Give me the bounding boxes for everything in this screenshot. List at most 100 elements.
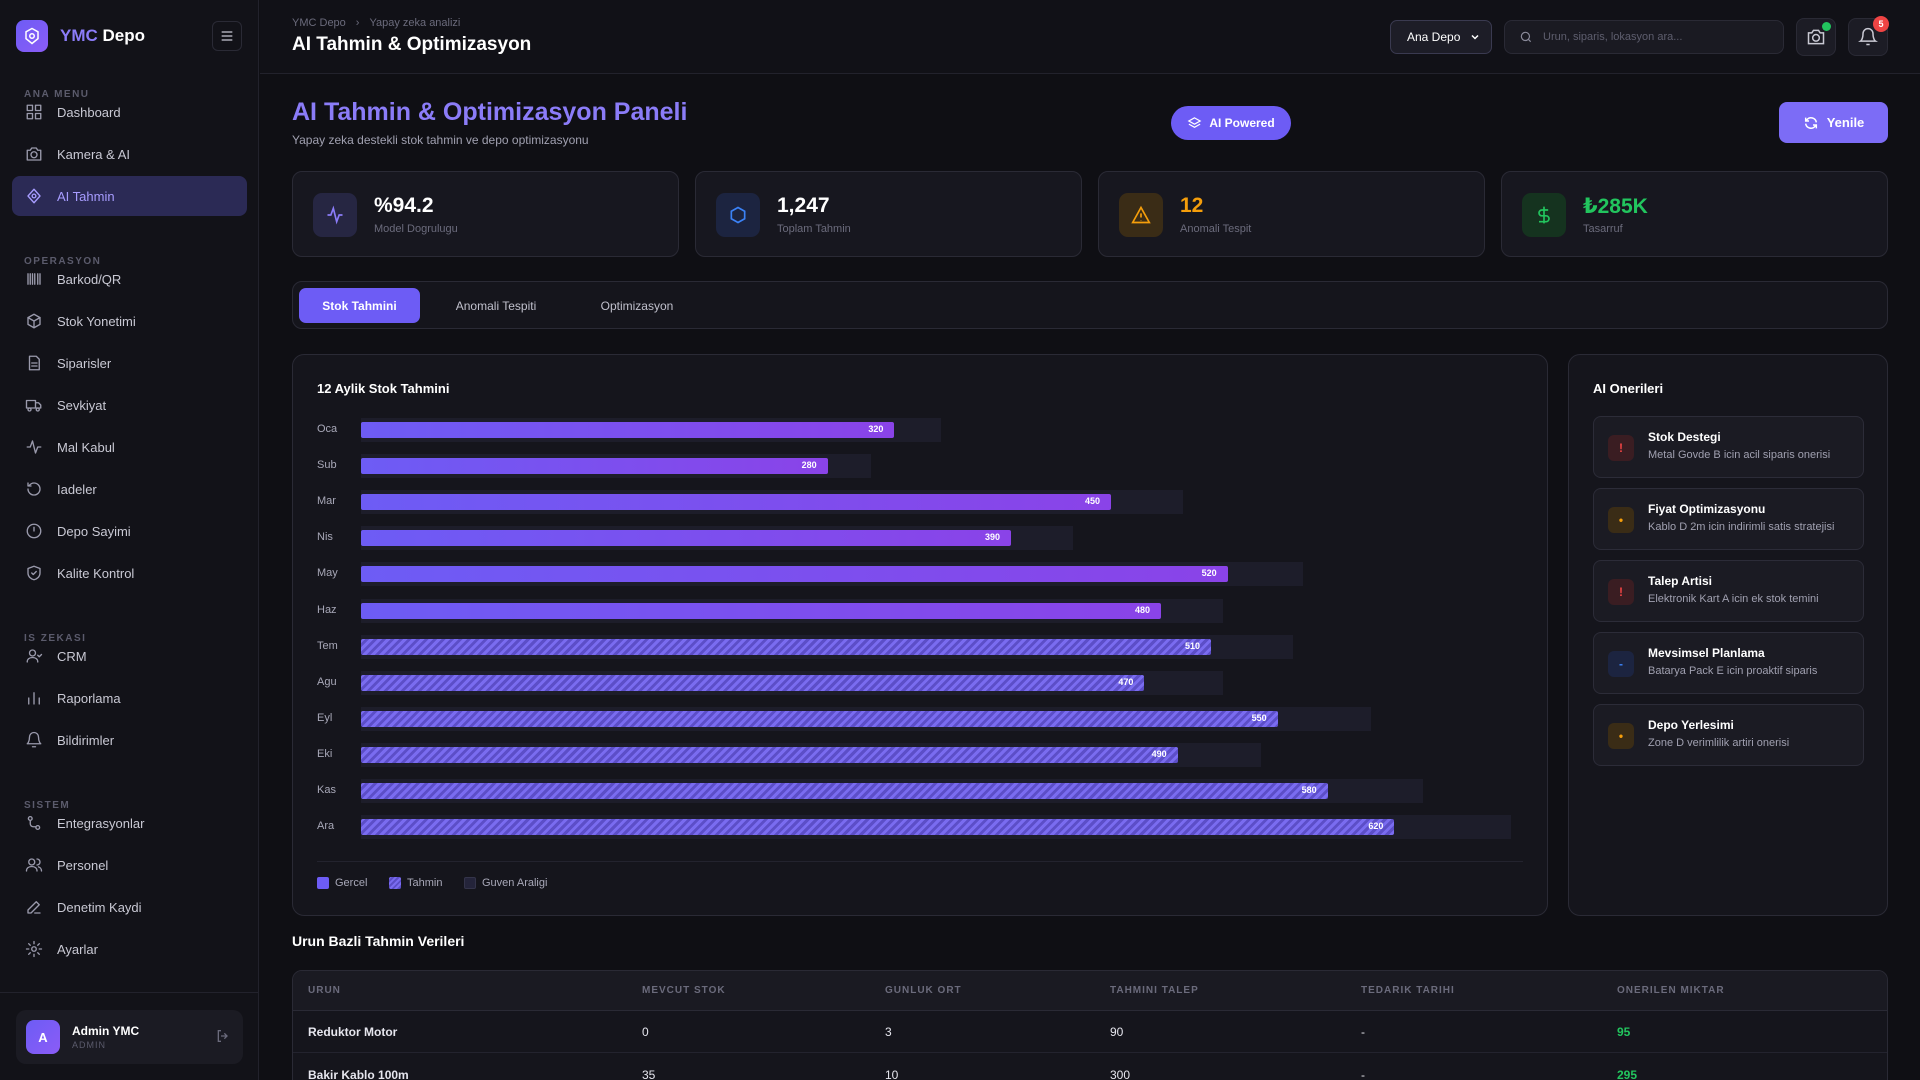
table-cell: Reduktor Motor bbox=[308, 1025, 398, 1039]
chart-bar-actual[interactable] bbox=[361, 602, 1161, 619]
stat-label: Anomali Tespit bbox=[1180, 223, 1252, 235]
chart-bar-forecast[interactable] bbox=[361, 674, 1145, 691]
chart-category-label: Ara bbox=[317, 820, 335, 833]
top-header: YMC Depo › Yapay zeka analizi AI Tahmin … bbox=[260, 0, 1920, 74]
logout-button[interactable] bbox=[215, 1028, 231, 1049]
chart-data-label: 550 bbox=[1251, 712, 1267, 723]
notifications-button[interactable]: 5 bbox=[1848, 16, 1889, 56]
chart-bar-forecast[interactable] bbox=[361, 710, 1278, 727]
legend-item-actual: Gercel bbox=[317, 877, 367, 889]
ai-powered-badge: AI Powered bbox=[1171, 106, 1291, 140]
chart-bar-actual[interactable] bbox=[361, 422, 895, 438]
chart-bar-forecast[interactable] bbox=[361, 638, 1211, 655]
chart-bar-forecast[interactable] bbox=[361, 783, 1328, 799]
legend-item-confidence: Guven Araligi bbox=[464, 877, 547, 889]
table-cell: 90 bbox=[1110, 1025, 1124, 1039]
breadcrumb-current: Yapay zeka analizi bbox=[369, 17, 461, 29]
table-row[interactable]: Bakir Kablo 100m 35 10 300 - 295 bbox=[293, 1054, 1887, 1080]
chart-category-label: Eyl bbox=[317, 711, 333, 724]
stat-value: 1,247 bbox=[777, 194, 830, 217]
sidebar-item-personel[interactable]: Personel bbox=[12, 845, 247, 885]
search-input[interactable] bbox=[1543, 31, 1773, 43]
camera-button[interactable] bbox=[1796, 18, 1836, 56]
recommendation-item[interactable]: • Depo Yerlesimi Zone D verimlilik artiri … bbox=[1593, 704, 1864, 766]
sidebar-item-label: Personel bbox=[57, 857, 109, 873]
recommendation-description: Zone D verimlilik artiri onerisi bbox=[1648, 737, 1790, 749]
sidebar-item-kamera-ai[interactable]: Kamera & AI bbox=[12, 134, 247, 174]
column-header[interactable]: ONERILEN MIKTAR bbox=[1617, 985, 1725, 996]
sidebar-item-crm[interactable]: CRM bbox=[12, 636, 247, 676]
stat-card-savings: ₺285K Tasarruf bbox=[1501, 171, 1888, 257]
sidebar-item-entegrasyonlar[interactable]: Entegrasyonlar bbox=[12, 803, 247, 843]
chart-bar-forecast[interactable] bbox=[361, 746, 1178, 763]
depot-select-value: Ana Depo bbox=[1407, 30, 1461, 44]
chart-bar-actual[interactable] bbox=[361, 530, 1011, 547]
layers-icon bbox=[1187, 116, 1202, 128]
sidebar-item-label: Denetim Kaydi bbox=[57, 899, 142, 915]
tab-stock-forecast[interactable]: Stok Tahmini bbox=[299, 288, 420, 323]
stat-card-accuracy: %94.2 Model Dogrulugu bbox=[292, 171, 679, 257]
hero-subtitle: Yapay zeka destekli stok tahmin ve depo … bbox=[292, 133, 589, 147]
column-header[interactable]: MEVCUT STOK bbox=[642, 985, 726, 996]
sidebar-item-ayarlar[interactable]: Ayarlar bbox=[12, 929, 247, 969]
recommendation-item[interactable]: • Fiyat Optimizasyonu Kablo D 2m icin indi… bbox=[1593, 488, 1864, 550]
chart-bar-actual[interactable] bbox=[361, 458, 828, 475]
chart-data-label: 510 bbox=[1185, 640, 1201, 651]
refresh-button[interactable]: Yenile bbox=[1779, 102, 1888, 143]
sidebar-item-label: Stok Yonetimi bbox=[57, 313, 136, 329]
column-header[interactable]: TEDARIK TARIHI bbox=[1361, 985, 1455, 996]
chart-category-label: Mar bbox=[317, 495, 336, 508]
sidebar-item-bildirimler[interactable]: Bildirimler bbox=[12, 720, 247, 760]
chart-bar-actual[interactable] bbox=[361, 566, 1228, 583]
recommendation-item[interactable]: - Mevsimsel Planlama Batarya Pack E icin p… bbox=[1593, 632, 1864, 694]
sidebar-item-label: Depo Sayimi bbox=[57, 523, 131, 539]
chart-data-label: 580 bbox=[1301, 785, 1317, 795]
column-header[interactable]: URUN bbox=[308, 985, 341, 996]
sidebar-item-dashboard[interactable]: Dashboard bbox=[12, 92, 247, 132]
table-row[interactable]: Reduktor Motor 0 3 90 - 95 bbox=[293, 1011, 1887, 1053]
sidebar-item-stok-yonetimi[interactable]: Stok Yonetimi bbox=[12, 301, 247, 341]
truck-icon bbox=[25, 399, 42, 412]
refresh-label: Yenile bbox=[1826, 115, 1865, 130]
chart-data-label: 490 bbox=[1151, 748, 1167, 759]
recommendation-item[interactable]: ! Stok Destegi Metal Govde B icin acil sip… bbox=[1593, 416, 1864, 478]
sidebar-item-sevkiyat[interactable]: Sevkiyat bbox=[12, 385, 247, 425]
brand[interactable]: YMC Depo bbox=[16, 20, 145, 52]
sidebar-item-ai-tahmin[interactable]: AI Tahmin bbox=[12, 176, 247, 216]
sidebar-item-mal-kabul[interactable]: Mal Kabul bbox=[12, 427, 247, 467]
sidebar-item-siparisler[interactable]: Siparisler bbox=[12, 343, 247, 383]
chart-bar-forecast[interactable] bbox=[361, 819, 1395, 836]
breadcrumb-root[interactable]: YMC Depo bbox=[292, 17, 346, 29]
menu-toggle-button[interactable] bbox=[212, 21, 242, 51]
tab-optimization[interactable]: Optimizasyon bbox=[600, 298, 674, 313]
table-cell: - bbox=[1361, 1025, 1365, 1039]
sidebar-item-depo-sayimi[interactable]: Depo Sayimi bbox=[12, 511, 247, 551]
column-header[interactable]: TAHMINI TALEP bbox=[1110, 985, 1199, 996]
chart-category-label: Kas bbox=[317, 784, 336, 796]
chevron-right-icon: › bbox=[355, 17, 360, 29]
sidebar-item-barkod-qr[interactable]: Barkod/QR bbox=[12, 259, 247, 299]
depot-select[interactable]: Ana Depo bbox=[1390, 20, 1492, 54]
chart-data-label: 480 bbox=[1135, 604, 1151, 615]
chart-bar-actual[interactable] bbox=[361, 494, 1111, 511]
chart-divider bbox=[317, 861, 1523, 862]
sidebar-item-label: Siparisler bbox=[57, 355, 112, 371]
clock-icon bbox=[26, 523, 42, 539]
stat-label: Toplam Tahmin bbox=[777, 223, 851, 235]
hexagon-icon bbox=[716, 193, 760, 237]
link-icon bbox=[27, 815, 41, 831]
dollar-icon bbox=[1522, 193, 1566, 237]
recommendation-item[interactable]: ! Talep Artisi Elektronik Kart A icin ek s… bbox=[1593, 560, 1864, 622]
sidebar-item-denetim-kaydi[interactable]: Denetim Kaydi bbox=[12, 887, 247, 927]
sidebar-item-kalite-kontrol[interactable]: Kalite Kontrol bbox=[12, 553, 247, 593]
search-box[interactable] bbox=[1504, 20, 1784, 54]
column-header[interactable]: GUNLUK ORT bbox=[885, 985, 962, 996]
sidebar-item-iadeler[interactable]: Iadeler bbox=[12, 469, 247, 509]
bell-icon bbox=[1858, 27, 1878, 46]
recommendation-description: Metal Govde B icin acil siparis onerisi bbox=[1648, 449, 1831, 461]
tab-anomaly-detection[interactable]: Anomali Tespiti bbox=[455, 298, 537, 313]
dot-icon: • bbox=[1608, 723, 1634, 749]
status-online-dot bbox=[1822, 22, 1831, 31]
sidebar-item-raporlama[interactable]: Raporlama bbox=[12, 678, 247, 718]
user-card[interactable]: A Admin YMC ADMIN bbox=[16, 1010, 243, 1064]
